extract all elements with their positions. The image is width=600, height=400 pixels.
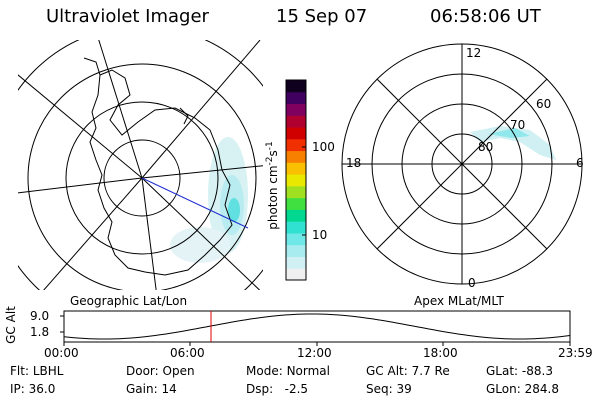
timeline-ytick-9: 9.0 [30,309,50,323]
instrument-title: Ultraviolet Imager [46,6,209,27]
colorbar-segment [286,80,306,93]
mlat-label-70: 70 [510,118,526,132]
colorbar-segment [286,162,306,175]
timeline-ylabel: GC Alt [3,306,18,344]
colorbar-segment [286,185,306,199]
mlt-label-18: 18 [346,156,362,170]
timeline-ytick-1-8: 1.8 [30,325,50,339]
geo-aurora [170,137,248,263]
colorbar-tick-100: 100 [312,140,335,154]
colorbar-segment [286,174,306,187]
colorbar-segment [286,138,306,152]
mlt-label-12: 12 [466,46,482,60]
date-label: 15 Sep 07 [276,6,368,27]
altitude-curve [63,313,571,340]
info-dsp: Dsp: -2.5 [246,382,309,396]
mlt-label-0: 0 [468,276,476,290]
info-seq: Seq: 39 [366,382,412,396]
mlt-label-6: 6 [576,156,584,170]
colorbar-tick-10: 10 [312,228,328,242]
info-door: Door: Open [126,364,195,378]
colorbar-unit-label: photon cm-2s-1 [264,141,280,230]
timeline-xtick-1200: 12:00 [297,346,332,360]
geo-panel-label: Geographic Lat/Lon [70,294,188,308]
colorbar-segment [286,244,306,257]
colorbar-segment [286,209,306,222]
colorbar-segment [286,150,306,163]
colorbar-segment [286,232,306,246]
info-gcalt: GC Alt: 7.7 Re [366,364,450,378]
mag-panel-label: Apex MLat/MLT [414,294,504,308]
info-ip: IP: 36.0 [10,382,56,396]
info-mode: Mode: Normal [246,364,330,378]
mlat-label-60: 60 [536,97,552,111]
mlat-label-80: 80 [478,140,494,154]
colorbar-segment [286,127,306,140]
timeline-xtick-0000: 00:00 [44,346,79,360]
colorbar-segment [286,221,306,234]
info-flt: Flt: LBHL [10,364,64,378]
info-glon: GLon: 284.8 [486,382,559,396]
colorbar-segment [286,91,306,105]
colorbar-segment [286,256,306,269]
time-label: 06:58:06 UT [430,6,541,27]
antarctica-outline [89,69,233,276]
colorbar-segment [286,268,306,281]
timeline-xtick-1800: 18:00 [423,346,458,360]
timeline-xtick-2359: 23:59 [558,346,593,360]
geo-map-grid [18,40,263,290]
info-glat: GLat: -88.3 [486,364,553,378]
colorbar-segment [286,115,306,128]
colorbar-segment [286,197,306,210]
info-gain: Gain: 14 [126,382,177,396]
magnetic-map [341,43,583,285]
colorbar [286,80,306,281]
timeline-xtick-0600: 06:00 [170,346,205,360]
colorbar-segment [286,103,306,116]
